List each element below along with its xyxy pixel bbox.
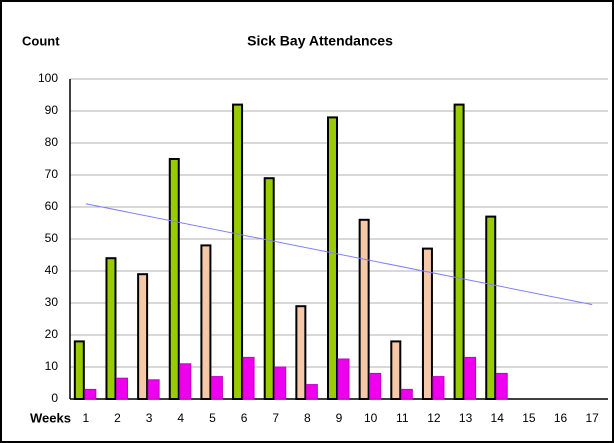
y-tick-label: 60 [45, 199, 59, 213]
bar [421, 247, 433, 400]
x-tick-label: 14 [491, 411, 505, 425]
x-tick-label: 10 [364, 411, 378, 425]
bar [242, 356, 255, 400]
x-tick-label: 2 [114, 411, 121, 425]
x-tick-label: 11 [396, 411, 409, 425]
y-axis-label: Count [22, 33, 60, 48]
y-tick-label: 70 [45, 167, 59, 181]
bar [210, 376, 223, 400]
y-tick-label: 20 [45, 327, 59, 341]
bar [453, 103, 465, 400]
bar [115, 377, 128, 400]
y-tick-label: 0 [51, 391, 58, 405]
x-tick-label: 7 [272, 411, 279, 425]
bar [168, 158, 180, 400]
x-tick-label: 15 [522, 411, 536, 425]
chart-title: Sick Bay Attendances [247, 33, 393, 49]
y-tick-label: 30 [45, 295, 59, 309]
x-tick-label: 1 [82, 411, 89, 425]
bar [485, 215, 497, 400]
bar [358, 218, 370, 400]
bar [179, 363, 192, 400]
bar [137, 273, 149, 401]
y-tick-label: 80 [45, 135, 59, 149]
x-tick-label: 4 [177, 411, 184, 425]
bar [464, 356, 477, 400]
bar [147, 379, 160, 400]
bar [327, 116, 338, 401]
y-tick-label: 40 [45, 263, 59, 277]
x-tick-label: 6 [241, 411, 248, 425]
bar [432, 376, 445, 400]
x-tick-label: 13 [459, 411, 473, 425]
bar [390, 340, 402, 400]
trend-line [85, 203, 593, 306]
bar [305, 384, 318, 400]
bar [200, 244, 212, 400]
y-tick-label: 10 [45, 359, 59, 373]
bar [495, 372, 508, 400]
bar [105, 257, 117, 401]
y-tick-label: 50 [45, 231, 59, 245]
bar [369, 372, 382, 400]
bar [73, 340, 85, 400]
bar [232, 103, 244, 400]
bar [295, 305, 307, 401]
x-tick-label: 16 [554, 411, 568, 425]
y-tick-label: 100 [38, 71, 58, 85]
x-tick-label: 8 [304, 411, 311, 425]
y-tick-label: 90 [45, 103, 59, 117]
x-tick-label: 9 [336, 411, 343, 425]
bar [400, 388, 413, 400]
bar [274, 366, 287, 400]
x-tick-label: 17 [585, 411, 599, 425]
x-tick-label: 12 [427, 411, 441, 425]
x-tick-label: 3 [146, 411, 153, 425]
bar [263, 177, 275, 400]
bar [337, 358, 350, 400]
x-tick-label: 5 [209, 411, 216, 425]
x-axis-label: Weeks [30, 410, 71, 425]
bar [84, 388, 97, 400]
